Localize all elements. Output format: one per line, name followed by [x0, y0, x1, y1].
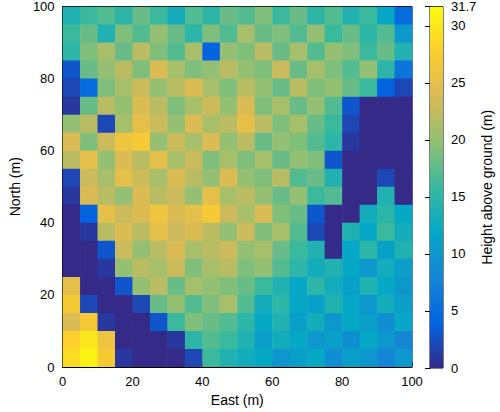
svg-text:East (m): East (m)	[211, 392, 264, 408]
svg-text:10: 10	[451, 246, 465, 261]
svg-text:0: 0	[59, 374, 66, 389]
svg-text:5: 5	[451, 303, 458, 318]
svg-text:20: 20	[40, 287, 54, 302]
svg-text:100: 100	[401, 374, 423, 389]
svg-text:15: 15	[451, 189, 465, 204]
svg-text:North (m): North (m)	[7, 157, 23, 216]
svg-text:Height above ground (m): Height above ground (m)	[479, 110, 495, 265]
svg-text:20: 20	[451, 132, 465, 147]
svg-text:100: 100	[33, 0, 55, 14]
svg-text:31.7: 31.7	[451, 0, 476, 14]
svg-text:40: 40	[40, 215, 54, 230]
svg-text:40: 40	[195, 374, 209, 389]
svg-text:0: 0	[47, 360, 54, 375]
svg-text:80: 80	[40, 71, 54, 86]
svg-text:60: 60	[265, 374, 279, 389]
svg-text:80: 80	[335, 374, 349, 389]
svg-text:25: 25	[451, 75, 465, 90]
svg-text:30: 30	[451, 18, 465, 33]
svg-text:20: 20	[125, 374, 139, 389]
svg-text:60: 60	[40, 143, 54, 158]
svg-text:0: 0	[451, 361, 458, 376]
